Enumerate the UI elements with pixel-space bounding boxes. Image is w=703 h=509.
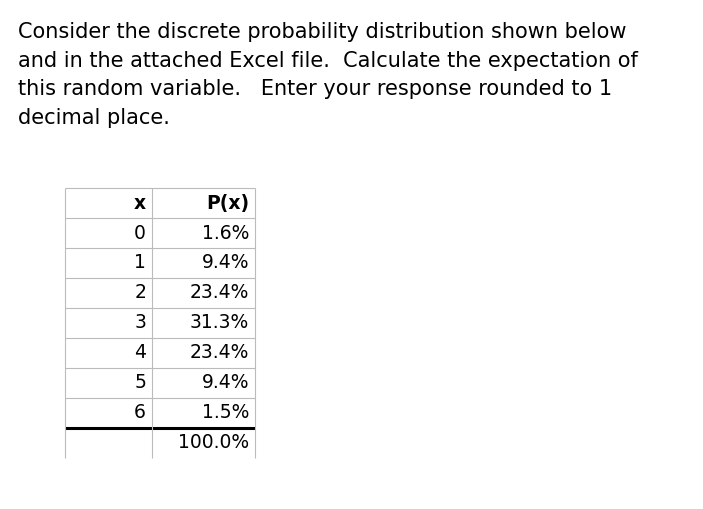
Text: and in the attached Excel file.  Calculate the expectation of: and in the attached Excel file. Calculat… — [18, 50, 638, 71]
Text: x: x — [134, 193, 146, 212]
Text: 9.4%: 9.4% — [202, 374, 249, 392]
Text: 23.4%: 23.4% — [190, 284, 249, 302]
Text: 1.5%: 1.5% — [202, 404, 249, 422]
Text: this random variable.   Enter your response rounded to 1: this random variable. Enter your respons… — [18, 79, 612, 99]
Text: 3: 3 — [134, 314, 146, 332]
Text: 4: 4 — [134, 344, 146, 362]
Text: 100.0%: 100.0% — [178, 434, 249, 453]
Text: 5: 5 — [134, 374, 146, 392]
Text: 6: 6 — [134, 404, 146, 422]
Text: 2: 2 — [134, 284, 146, 302]
Text: 31.3%: 31.3% — [190, 314, 249, 332]
Text: 1.6%: 1.6% — [202, 223, 249, 242]
Text: 1: 1 — [134, 253, 146, 272]
Text: Consider the discrete probability distribution shown below: Consider the discrete probability distri… — [18, 22, 626, 42]
Text: 23.4%: 23.4% — [190, 344, 249, 362]
Text: decimal place.: decimal place. — [18, 107, 170, 127]
Text: 9.4%: 9.4% — [202, 253, 249, 272]
Text: 0: 0 — [134, 223, 146, 242]
Text: P(x): P(x) — [206, 193, 249, 212]
